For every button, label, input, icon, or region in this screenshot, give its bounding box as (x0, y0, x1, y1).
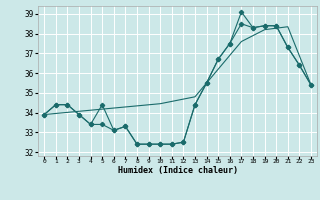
X-axis label: Humidex (Indice chaleur): Humidex (Indice chaleur) (118, 166, 238, 175)
